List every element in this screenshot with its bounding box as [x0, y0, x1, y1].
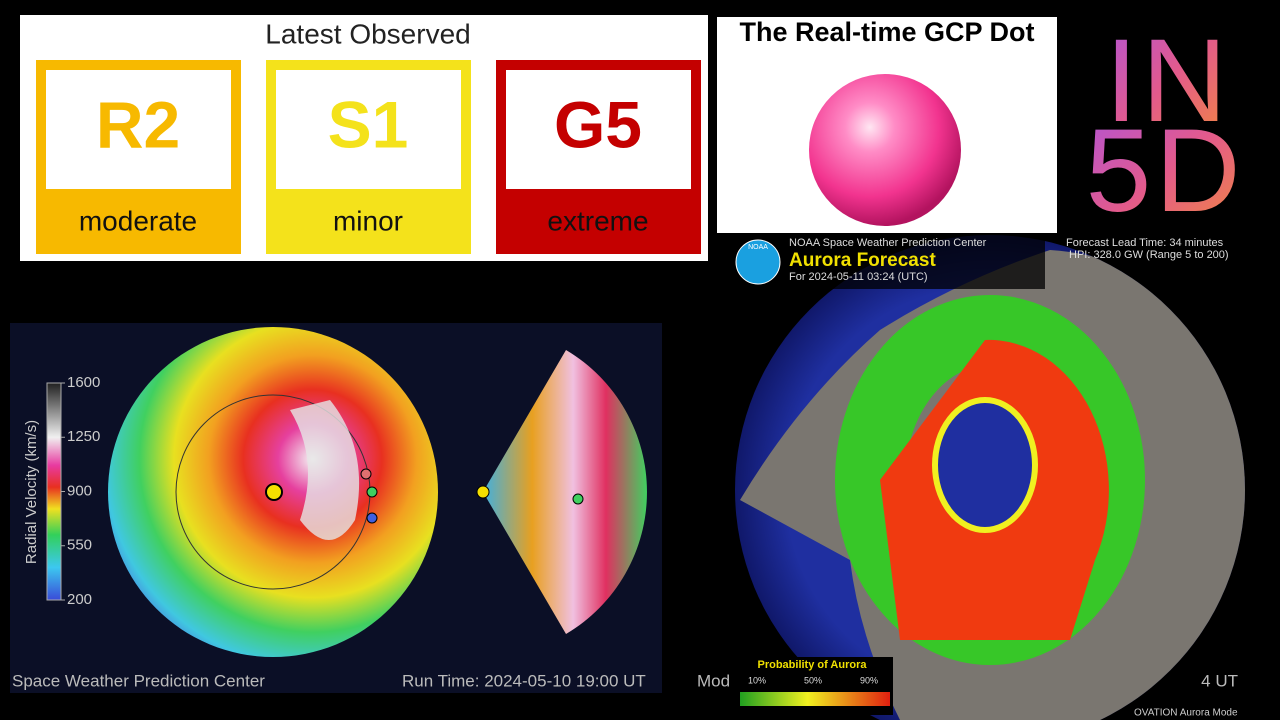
- aurora-org: NOAA Space Weather Prediction Center: [789, 237, 987, 249]
- legend-label: 50%: [804, 675, 822, 685]
- legend-label: 90%: [860, 675, 878, 685]
- noaa-logo-text: NOAA: [748, 244, 768, 251]
- enlil-wedge: [483, 350, 647, 634]
- legend-bar: [740, 692, 890, 706]
- aurora-title: Aurora Forecast: [789, 250, 936, 271]
- cme-core: [290, 400, 360, 540]
- footer-cut: Mod: [697, 671, 730, 690]
- scales-title: Latest Observed: [265, 18, 470, 49]
- scale-inner: [506, 70, 691, 189]
- scale-label: extreme: [547, 205, 648, 236]
- gcp-dot: [809, 74, 961, 226]
- earth: [572, 493, 584, 505]
- spacecraft: [360, 468, 372, 480]
- hpi: HPI: 328.0 GW (Range 5 to 200): [1069, 249, 1229, 261]
- colorbar-tick-label: 900: [67, 482, 92, 499]
- gcp-title: The Real-time GCP Dot: [739, 17, 1034, 47]
- sun: [476, 485, 490, 499]
- sun: [265, 483, 283, 501]
- footer-run-time: Run Time: 2024-05-10 19:00 UT: [402, 671, 646, 690]
- footer-cut: 4 UT: [1201, 671, 1238, 690]
- colorbar-tick-label: 550: [67, 537, 92, 554]
- spacecraft: [366, 512, 378, 524]
- earth: [366, 486, 378, 498]
- footer-left: Space Weather Prediction Center: [12, 671, 265, 690]
- scale-level: R2: [96, 87, 180, 161]
- aurora-time: For 2024-05-11 03:24 (UTC): [789, 271, 928, 283]
- colorbar-title: Radial Velocity (km/s): [23, 420, 40, 564]
- aurora-header: [733, 235, 1045, 289]
- colorbar-tick-label: 200: [67, 591, 92, 608]
- colorbar-tick-label: 1250: [67, 428, 100, 445]
- scale-level: G5: [554, 87, 642, 161]
- scale-label: moderate: [79, 205, 197, 236]
- model-label: OVATION Aurora Mode: [1134, 708, 1238, 719]
- scale-label: minor: [333, 205, 403, 236]
- scale-level: S1: [328, 87, 409, 161]
- scale-inner: [46, 70, 231, 189]
- aurora-center: [932, 397, 1038, 533]
- legend-label: 10%: [748, 675, 766, 685]
- scale-inner: [276, 70, 461, 189]
- colorbar: [46, 382, 62, 601]
- brand-line1: IN: [1105, 15, 1231, 147]
- legend-title: Probability of Aurora: [758, 659, 868, 671]
- lead-time: Forecast Lead Time: 34 minutes: [1066, 237, 1224, 249]
- noaa-logo: [735, 239, 781, 285]
- colorbar-tick-label: 1600: [67, 374, 100, 391]
- brand-line2: 5D: [1086, 105, 1245, 237]
